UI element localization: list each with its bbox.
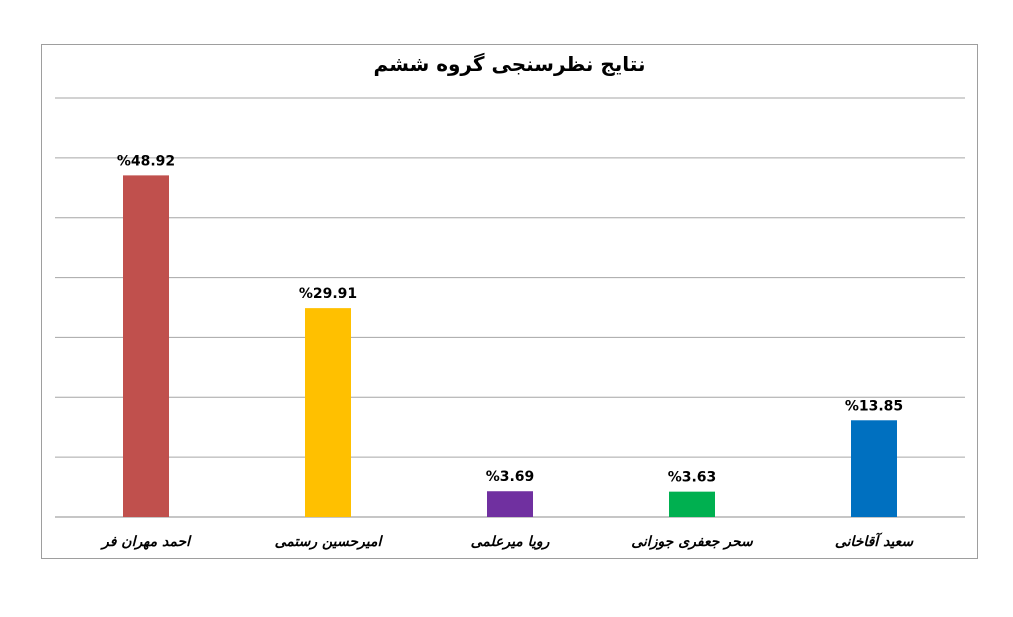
category-label: سعید آقاخانی: [835, 532, 915, 550]
category-label: احمد مهران فر: [100, 534, 192, 550]
data-label: %3.69: [486, 469, 535, 485]
bar: [305, 308, 351, 517]
category-label: رویا میرعلمی: [471, 534, 550, 550]
chart-title: نتایج نظرسنجی گروه ششم: [373, 52, 646, 76]
data-label: %48.92: [117, 153, 175, 169]
data-label: %3.63: [668, 470, 717, 486]
category-label: سحر جعفری جوزانی: [631, 534, 754, 550]
category-label: امیرحسین رستمی: [275, 534, 384, 550]
data-label: %29.91: [299, 286, 357, 302]
bar: [851, 420, 897, 517]
bar: [123, 175, 169, 517]
bar: [487, 491, 533, 517]
bar: [669, 491, 715, 517]
data-label: %13.85: [845, 398, 903, 414]
chart-frame: [41, 44, 978, 559]
